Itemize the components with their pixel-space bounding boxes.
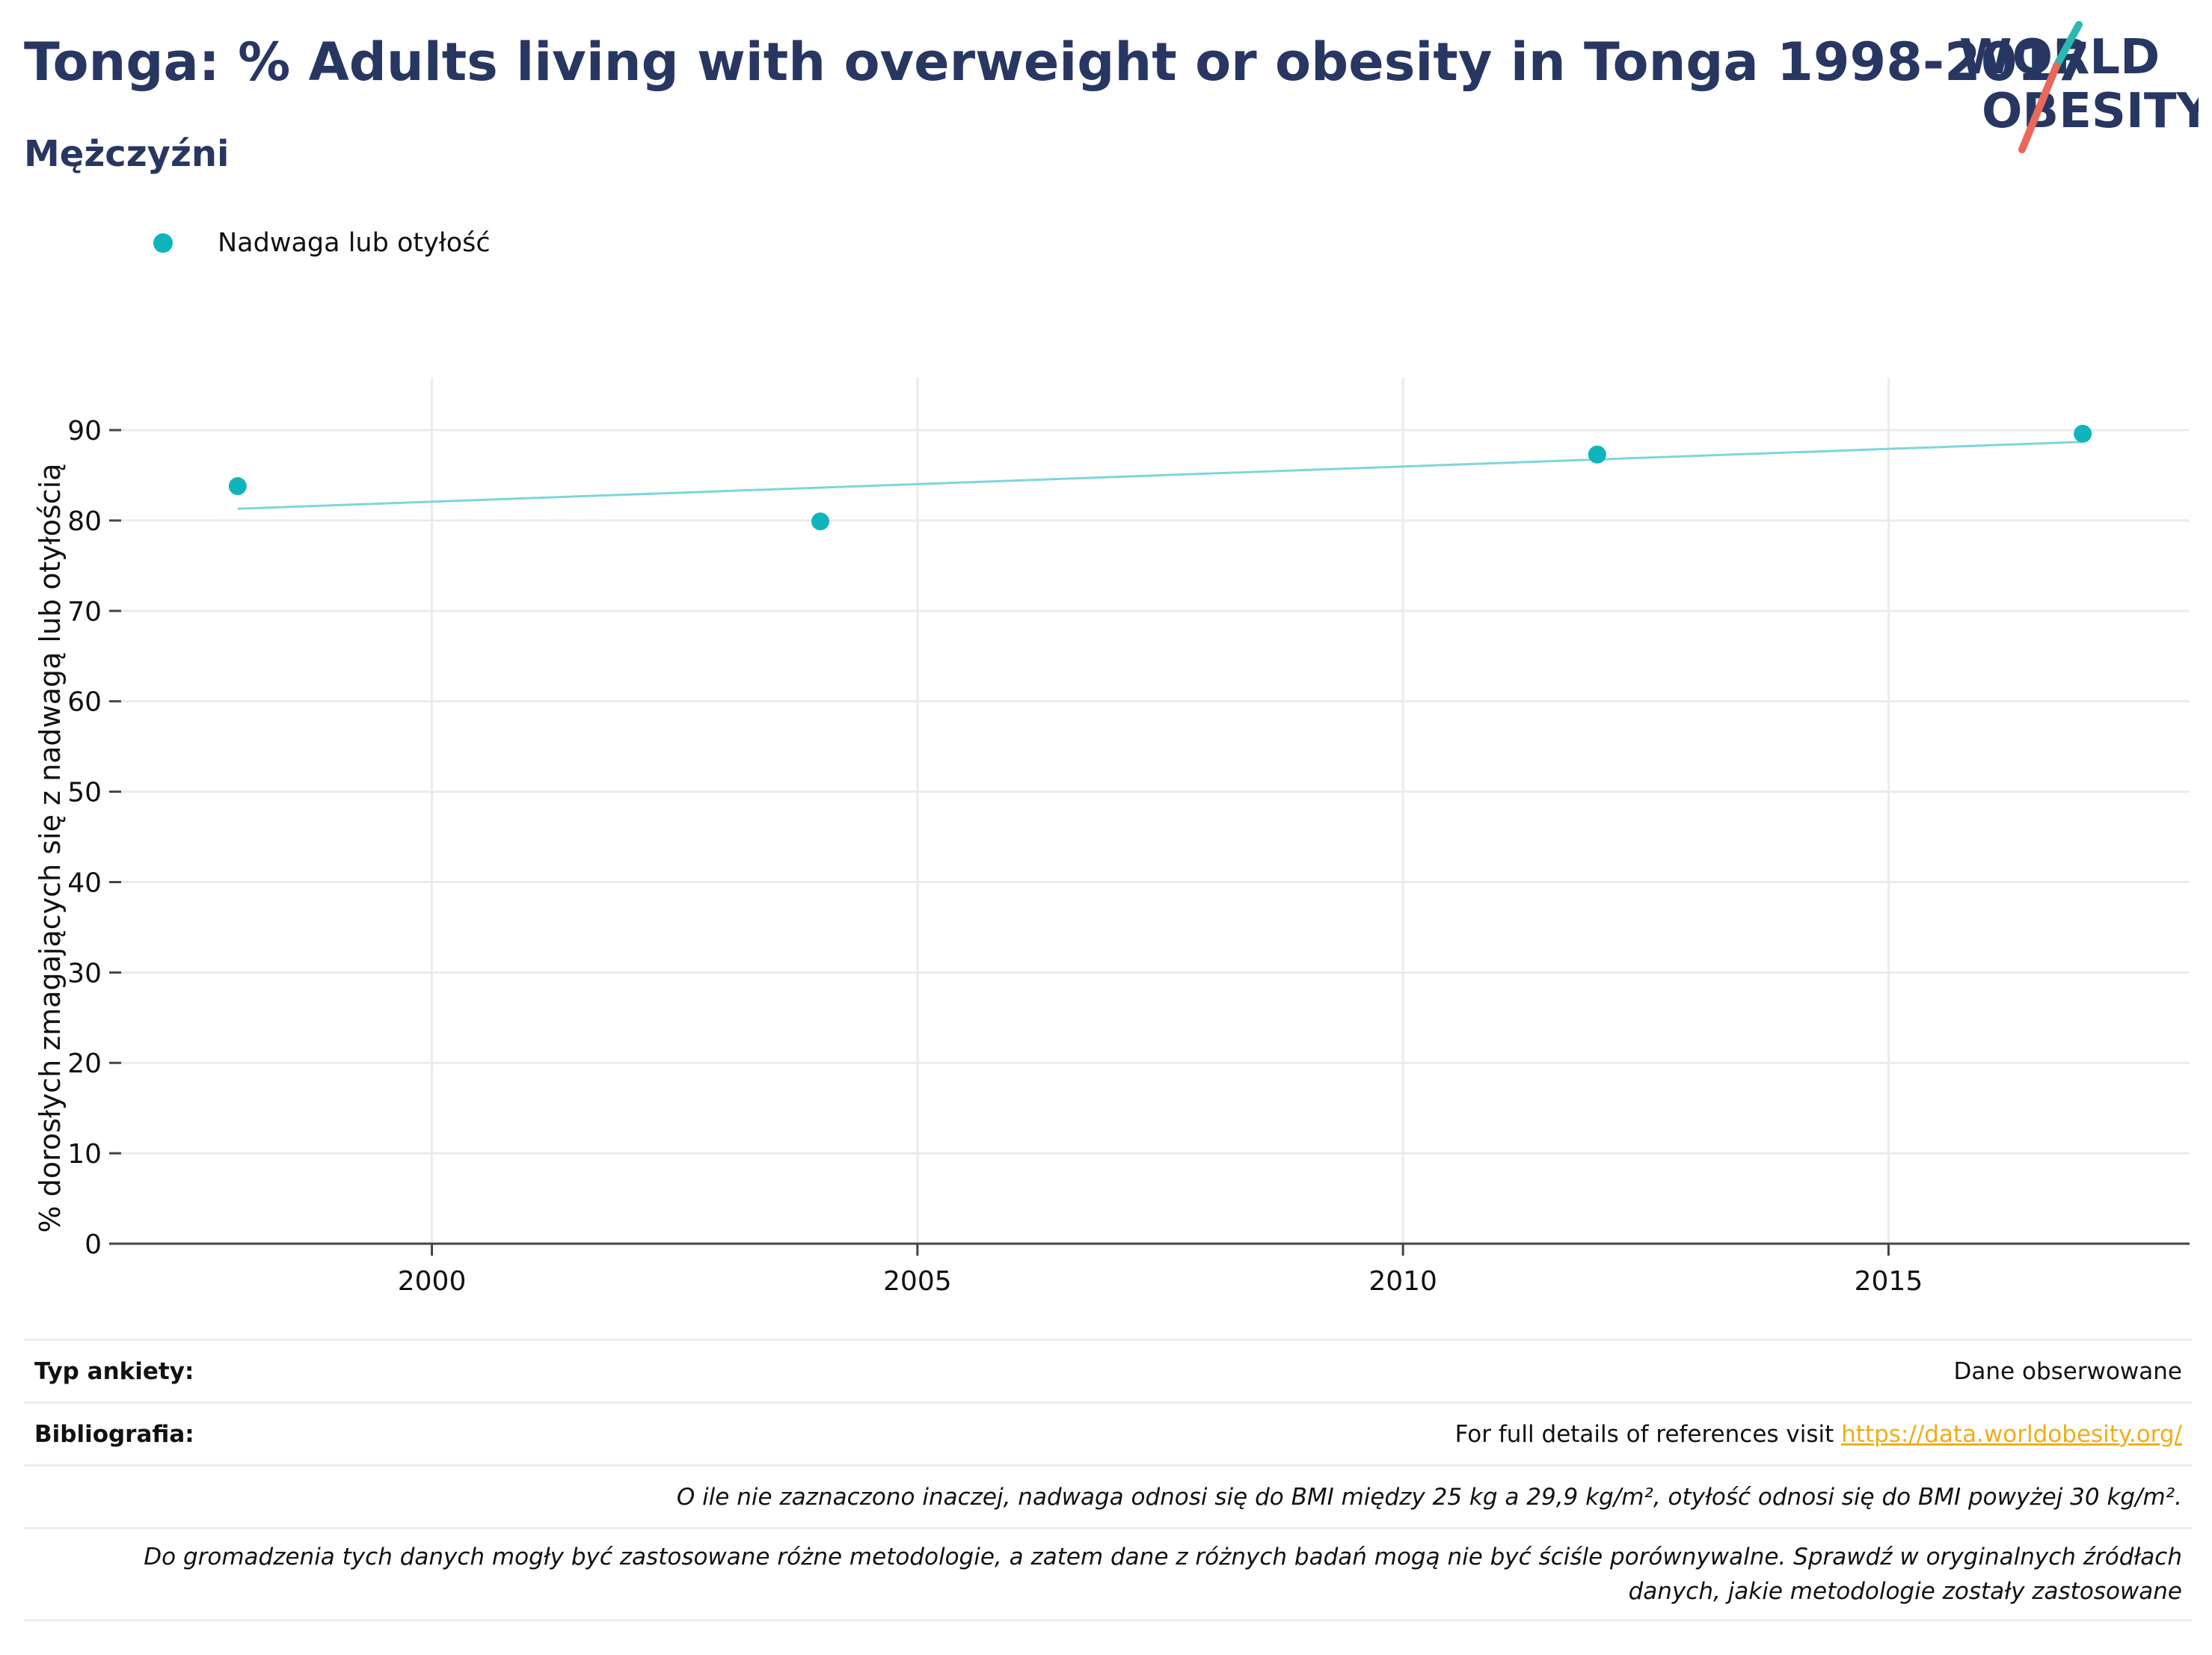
footer-row-survey-type: Typ ankiety: Dane obserwowane bbox=[24, 1339, 2193, 1401]
logo-word-obesity: OBESITY bbox=[1982, 84, 2199, 139]
bibliography-value: For full details of references visit htt… bbox=[1455, 1421, 2182, 1448]
data-point-2017 bbox=[2074, 424, 2092, 443]
methodology-note-line2: danych, jakie metodologie zostały zastos… bbox=[1628, 1578, 2182, 1605]
scatter-chart: 0 10 20 30 40 50 60 70 80 90 2000 2005 2010 2015 % do… bbox=[34, 378, 2190, 1297]
y-tick-label-10: 10 bbox=[67, 1139, 102, 1170]
chart-subtitle: Mężczyźni bbox=[24, 133, 230, 175]
axes: 0 10 20 30 40 50 60 70 80 90 2000 2005 2010 2015 bbox=[67, 416, 2190, 1297]
trendline bbox=[237, 440, 2083, 510]
y-tick-label-60: 60 bbox=[67, 687, 102, 718]
legend-marker bbox=[153, 233, 173, 253]
legend-label: Nadwaga lub otyłość bbox=[218, 228, 491, 258]
grid-lines bbox=[121, 378, 2190, 1244]
survey-type-label: Typ ankiety: bbox=[34, 1357, 194, 1385]
logo-slash-bottom bbox=[2018, 62, 2060, 153]
footer-row-note-definition: O ile nie zaznaczono inaczej, nadwaga od… bbox=[24, 1464, 2193, 1527]
footer-row-note-methodology: Do gromadzenia tych danych mogły być zas… bbox=[24, 1527, 2193, 1621]
footer-table: Typ ankiety: Dane obserwowane Bibliograf… bbox=[24, 1339, 2193, 1621]
chart-title: Tonga: % Adults living with overweight o… bbox=[24, 31, 2090, 93]
x-tick-label-2000: 2000 bbox=[398, 1266, 467, 1297]
trendline-layer bbox=[237, 440, 2083, 510]
legend[interactable]: Nadwaga lub otyłość bbox=[153, 224, 491, 262]
y-tick-label-70: 70 bbox=[67, 597, 102, 627]
bibliography-text: For full details of references visit bbox=[1454, 1420, 1842, 1448]
methodology-note-line1: Do gromadzenia tych danych mogły być zas… bbox=[144, 1544, 2182, 1570]
x-tick-label-2010: 2010 bbox=[1368, 1266, 1437, 1297]
data-point-2012 bbox=[1588, 445, 1606, 464]
y-tick-label-20: 20 bbox=[67, 1048, 102, 1079]
definition-note: O ile nie zaznaczono inaczej, nadwaga od… bbox=[676, 1483, 2182, 1511]
y-tick-label-90: 90 bbox=[67, 416, 102, 446]
y-axis-label: % dorosłych zmagających się z nadwagą lu… bbox=[34, 464, 67, 1233]
logo-slash-top bbox=[2053, 21, 2083, 70]
bibliography-link[interactable]: https://data.worldobesity.org/ bbox=[1841, 1420, 2182, 1448]
x-tick-label-2015: 2015 bbox=[1855, 1266, 1923, 1297]
x-tick-label-2005: 2005 bbox=[883, 1266, 952, 1297]
methodology-note: Do gromadzenia tych danych mogły być zas… bbox=[34, 1540, 2182, 1609]
data-point-1998 bbox=[228, 477, 247, 496]
y-tick-label-40: 40 bbox=[67, 868, 102, 898]
bibliography-label: Bibliografia: bbox=[34, 1420, 194, 1448]
y-tick-label-50: 50 bbox=[67, 778, 102, 808]
y-tick-label-80: 80 bbox=[67, 506, 102, 537]
data-point-2004 bbox=[811, 512, 829, 531]
world-obesity-logo: WORLD OBESITY bbox=[1959, 21, 2199, 153]
y-tick-label-0: 0 bbox=[85, 1229, 102, 1260]
y-tick-label-30: 30 bbox=[67, 958, 102, 989]
footer-row-bibliography: Bibliografia: For full details of refere… bbox=[24, 1401, 2193, 1464]
survey-type-value: Dane obserwowane bbox=[1953, 1357, 2182, 1385]
data-points bbox=[228, 424, 2092, 531]
